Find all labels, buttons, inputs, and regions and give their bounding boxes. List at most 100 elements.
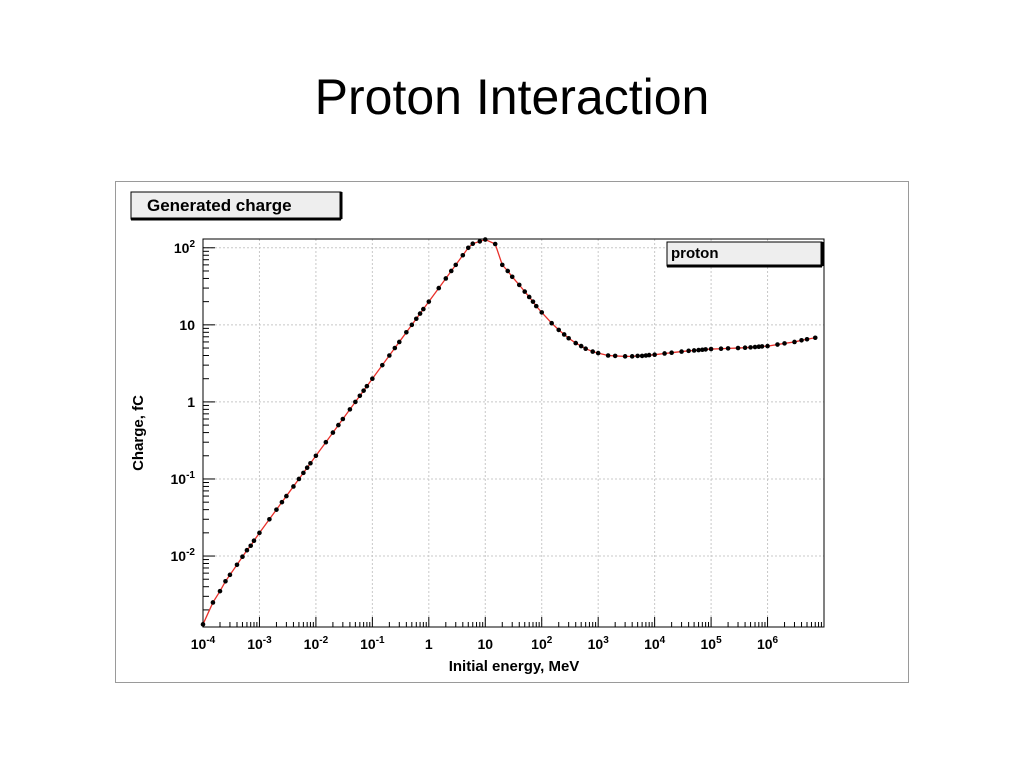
data-point xyxy=(696,347,701,353)
data-point xyxy=(679,349,684,354)
data-point xyxy=(735,345,741,351)
grid-layer xyxy=(203,239,824,627)
x-tick-labels: 10-4 10-3 10-2 10-1 1 10 102 103 104 105 106 xyxy=(191,635,779,652)
data-point xyxy=(421,306,426,312)
data-point xyxy=(539,310,545,315)
data-point xyxy=(370,376,375,382)
data-point xyxy=(792,339,797,345)
data-point xyxy=(443,276,449,281)
data-point xyxy=(782,341,787,346)
x-tick-label: 10-2 xyxy=(304,635,329,652)
data-point xyxy=(357,393,363,399)
data-point xyxy=(477,239,483,244)
series-layer xyxy=(200,237,818,627)
data-point xyxy=(718,346,724,352)
data-point xyxy=(364,383,370,389)
data-point xyxy=(248,543,254,549)
data-point xyxy=(436,285,442,291)
data-point xyxy=(470,241,476,246)
data-point xyxy=(590,349,596,354)
data-point xyxy=(703,347,708,352)
data-point xyxy=(748,345,753,350)
data-point xyxy=(380,362,385,368)
data-point xyxy=(686,348,691,354)
data-point xyxy=(404,330,409,335)
data-point xyxy=(304,465,310,471)
data-point xyxy=(530,299,536,304)
data-point xyxy=(240,554,245,560)
data-point xyxy=(353,399,358,405)
data-point xyxy=(308,460,313,466)
x-tick-label: 1 xyxy=(425,636,433,652)
data-point xyxy=(499,262,505,268)
data-point xyxy=(460,252,466,258)
data-point xyxy=(566,335,571,341)
data-point xyxy=(799,338,804,343)
data-point xyxy=(612,353,618,359)
data-point xyxy=(573,340,579,346)
legend-box: proton xyxy=(666,241,824,268)
data-point xyxy=(522,289,528,294)
data-point xyxy=(323,439,329,445)
data-point xyxy=(622,354,628,359)
data-point xyxy=(578,343,584,349)
y-tick-label: 10-1 xyxy=(171,470,196,487)
data-point xyxy=(595,350,601,356)
data-point xyxy=(313,453,319,459)
data-point xyxy=(635,353,640,359)
data-point xyxy=(227,572,233,578)
chart-title: Generated charge xyxy=(147,196,292,215)
data-point xyxy=(725,346,731,351)
data-point xyxy=(361,388,366,393)
data-point xyxy=(662,351,667,356)
data-point xyxy=(251,538,257,544)
data-point xyxy=(426,299,432,304)
data-point xyxy=(509,274,515,280)
x-tick-label: 103 xyxy=(588,635,610,652)
data-point xyxy=(234,562,240,568)
data-point xyxy=(465,245,471,251)
x-tick-label: 10-3 xyxy=(247,635,272,652)
chart-frame: 10-4 10-3 10-2 10-1 1 10 102 103 104 105 106 102 10… xyxy=(115,181,909,683)
data-point xyxy=(752,344,758,350)
y-tick-labels: 102 10 1 10-1 10-2 xyxy=(171,239,196,564)
data-point xyxy=(301,470,306,476)
data-point xyxy=(274,507,279,512)
data-point xyxy=(765,343,770,349)
series-line-proton xyxy=(202,238,816,625)
x-tick-label: 104 xyxy=(644,635,666,652)
plot-area xyxy=(202,238,825,628)
data-point xyxy=(639,353,645,359)
data-point xyxy=(505,268,511,274)
x-tick-label: 106 xyxy=(757,635,779,652)
data-point xyxy=(200,622,206,627)
y-tick-label: 10-2 xyxy=(171,547,196,564)
data-point xyxy=(526,294,532,300)
y-axis-title: Charge, fC xyxy=(130,395,147,471)
data-point xyxy=(549,320,554,326)
data-point xyxy=(392,345,398,351)
x-tick-label: 10-4 xyxy=(191,635,216,652)
data-point xyxy=(347,407,353,412)
x-tick-label: 10-1 xyxy=(360,635,385,652)
data-point xyxy=(742,345,748,351)
data-point xyxy=(453,262,459,268)
chart-title-box: Generated charge xyxy=(130,191,343,221)
data-point xyxy=(691,348,697,353)
data-point xyxy=(759,344,765,349)
data-point xyxy=(330,430,336,435)
data-point xyxy=(257,530,262,536)
data-point xyxy=(561,332,567,337)
data-point xyxy=(646,352,652,358)
data-point xyxy=(296,476,302,482)
data-point xyxy=(397,339,402,345)
data-point xyxy=(812,335,818,341)
data-point xyxy=(340,416,346,422)
data-point xyxy=(336,422,341,428)
x-axis-title: Initial energy, MeV xyxy=(449,658,580,675)
legend-entry-proton: proton xyxy=(671,245,718,262)
data-point xyxy=(413,316,419,322)
y-tick-label: 1 xyxy=(187,394,195,410)
data-point xyxy=(804,336,810,342)
data-point xyxy=(583,346,588,352)
